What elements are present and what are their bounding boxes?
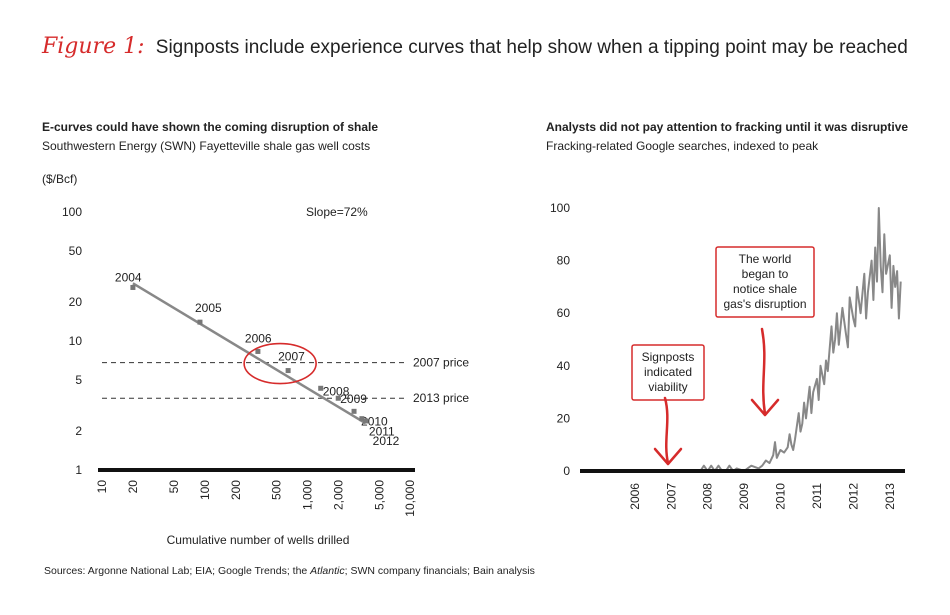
y-tick-label: 20 xyxy=(557,411,571,425)
x-tick-label: 50 xyxy=(167,480,181,494)
callout-text: Signposts xyxy=(642,350,695,364)
callout-arrow-head xyxy=(653,447,683,466)
figure-title-block: Figure 1: Signposts include experience c… xyxy=(42,34,908,59)
data-point xyxy=(318,385,324,391)
callout-arrow-shaft xyxy=(663,396,670,465)
reference-line-label: 2007 price xyxy=(413,356,469,370)
sources-suffix: ; SWN company financials; Bain analysis xyxy=(344,565,535,577)
data-point xyxy=(197,319,203,325)
x-axis-title: Cumulative number of wells drilled xyxy=(167,533,350,547)
figure-label: Figure 1: xyxy=(42,34,145,59)
data-point-label: 2010 xyxy=(361,414,388,428)
data-point-label: 2007 xyxy=(278,350,305,364)
data-point xyxy=(335,395,341,401)
x-tick-label: 2012 xyxy=(847,483,861,510)
y-tick-label: 50 xyxy=(69,244,83,258)
x-tick-label: 1,000 xyxy=(301,480,315,510)
data-point xyxy=(285,368,291,374)
x-tick-label: 2011 xyxy=(810,483,824,509)
y-tick-label: 20 xyxy=(69,295,83,309)
right-panel-title: Analysts did not pay attention to fracki… xyxy=(546,120,909,134)
left-panel-title: E-curves could have shown the coming dis… xyxy=(42,120,379,134)
right-panel-subtitle: Fracking-related Google searches, indexe… xyxy=(546,139,819,153)
y-tick-label: 40 xyxy=(557,359,571,373)
data-point xyxy=(359,416,365,422)
callout-arrow-head xyxy=(750,398,780,417)
sources-prefix: Sources: Argonne National Lab; EIA; Goog… xyxy=(44,565,311,577)
x-tick-label: 2,000 xyxy=(331,480,345,510)
callout-text: indicated xyxy=(644,365,692,379)
x-tick-label: 10 xyxy=(95,480,109,494)
callout-text: viability xyxy=(648,380,687,394)
data-point xyxy=(130,284,136,290)
x-tick-label: 200 xyxy=(229,480,243,500)
data-point-label: 2008 xyxy=(323,384,350,398)
data-point-label: 2006 xyxy=(245,331,272,345)
y-axis-unit: ($/Bcf) xyxy=(42,172,77,186)
x-tick-label: 100 xyxy=(198,480,212,500)
data-point-label: 2009 xyxy=(340,392,367,406)
sources-italic: Atlantic xyxy=(310,565,345,577)
data-point-label: 2005 xyxy=(195,301,222,315)
x-tick-label: 10,000 xyxy=(403,480,417,517)
callout-arrow-shaft xyxy=(760,327,767,416)
callout-box xyxy=(715,246,815,318)
x-tick-label: 2013 xyxy=(883,483,897,510)
slope-annotation: Slope=72% xyxy=(306,205,368,219)
y-tick-label: 2 xyxy=(75,424,82,438)
y-tick-label: 1 xyxy=(75,463,82,477)
data-point xyxy=(363,418,369,424)
y-tick-label: 5 xyxy=(75,373,82,387)
y-tick-label: 100 xyxy=(62,205,82,219)
callout-text: The world xyxy=(739,252,792,266)
x-tick-label: 2007 xyxy=(664,483,678,510)
x-tick-label: 2009 xyxy=(737,483,751,510)
data-point xyxy=(255,348,261,354)
x-tick-label: 2010 xyxy=(774,483,788,510)
x-tick-label: 20 xyxy=(126,480,140,494)
y-tick-label: 80 xyxy=(557,254,571,268)
callout-text: gas's disruption xyxy=(723,297,806,311)
x-tick-label: 500 xyxy=(270,480,284,500)
callout-text: began to xyxy=(742,267,789,281)
data-point-label: 2011 xyxy=(369,425,395,439)
x-tick-label: 2008 xyxy=(701,483,715,510)
search-interest-line xyxy=(699,207,902,472)
reference-line-label: 2013 price xyxy=(413,391,469,405)
callout-text: notice shale xyxy=(733,282,797,296)
data-point-label: 2012 xyxy=(373,434,400,448)
y-tick-label: 60 xyxy=(557,306,571,320)
data-point xyxy=(351,408,357,414)
callout-box xyxy=(631,344,705,401)
y-tick-label: 10 xyxy=(69,334,83,348)
highlight-circle xyxy=(243,342,317,385)
y-tick-label: 100 xyxy=(550,201,570,215)
left-panel-subtitle: Southwestern Energy (SWN) Fayetteville s… xyxy=(42,139,371,153)
sources-note: Sources: Argonne National Lab; EIA; Goog… xyxy=(44,565,535,577)
x-tick-label: 2006 xyxy=(628,483,642,510)
x-tick-label: 5,000 xyxy=(372,480,386,510)
y-tick-label: 0 xyxy=(563,464,570,478)
figure-title: Signposts include experience curves that… xyxy=(155,37,908,58)
data-point-label: 2004 xyxy=(115,270,142,284)
